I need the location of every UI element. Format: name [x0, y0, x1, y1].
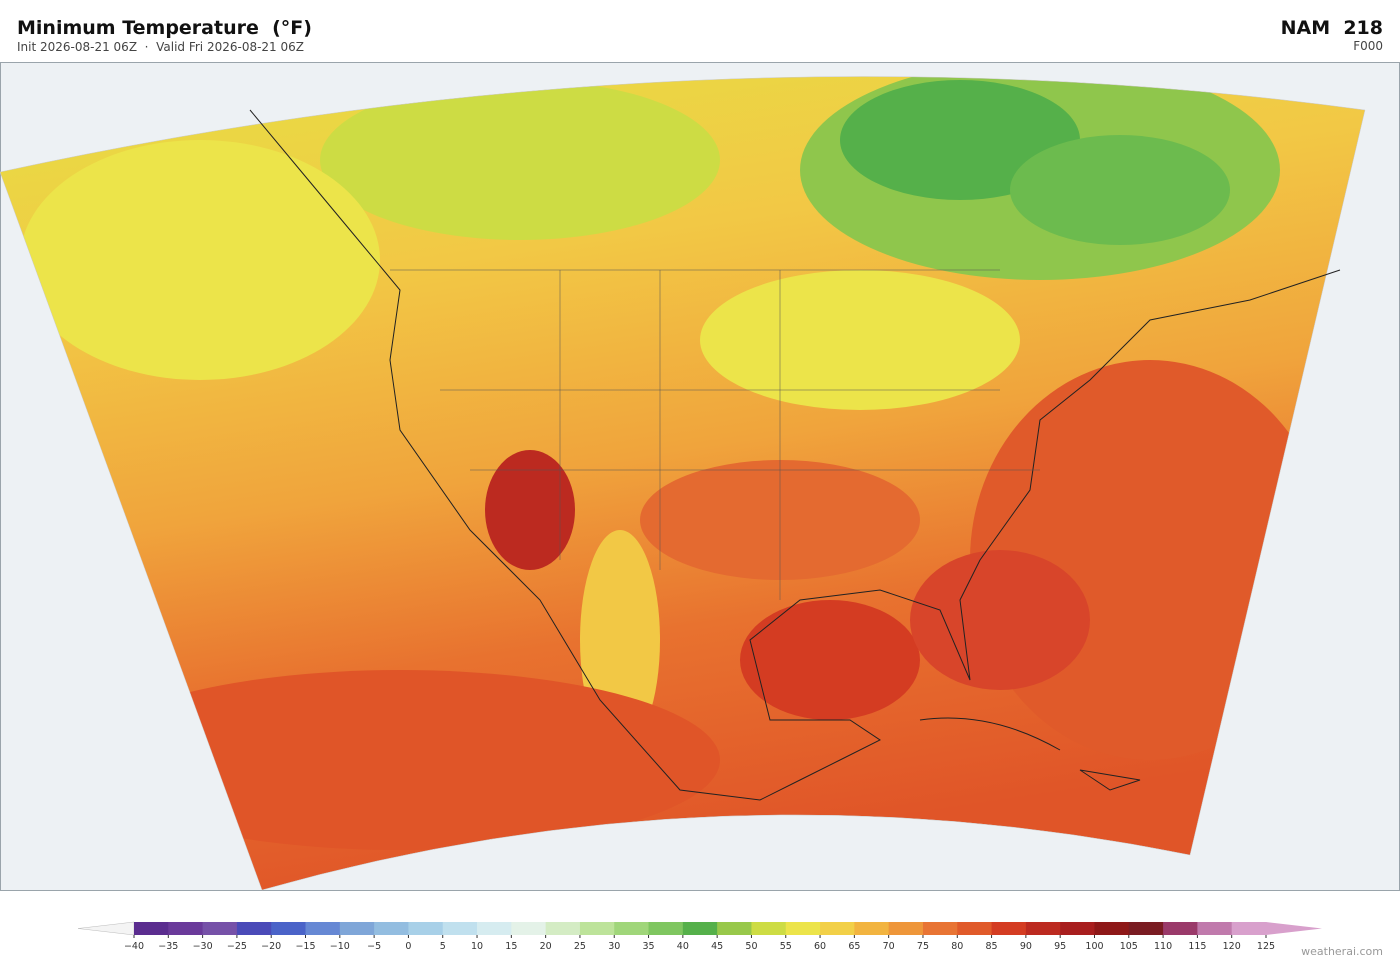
colorbar-tick-label: −10: [330, 941, 350, 952]
colorbar-segment: [134, 922, 169, 935]
colorbar-tick-label: 5: [440, 941, 446, 952]
colorbar: −40 −35 −30 −25 −20 −15 −10 −5 0 5 10 15 20 25 30 35 40 4…: [77, 921, 1322, 952]
colorbar-segment: [339, 922, 375, 935]
colorbar-segment: [511, 922, 547, 935]
colorbar-tick-label: 75: [917, 941, 929, 952]
colorbar-over: [1266, 922, 1322, 935]
colorbar-segment: [408, 922, 444, 935]
colorbar-tick-label: −20: [261, 941, 281, 952]
colorbar-tick-label: 60: [814, 941, 826, 952]
colorbar-segment: [477, 922, 512, 935]
colorbar-segment: [202, 922, 238, 935]
colorbar-tick-label: 100: [1085, 941, 1103, 952]
colorbar-under: [77, 921, 135, 936]
colorbar-tick-label: 0: [405, 941, 411, 952]
colorbar-tick-label: 80: [951, 941, 963, 952]
colorbar-tick-label: 85: [986, 941, 998, 952]
colorbar-tick-label: 25: [574, 941, 586, 952]
colorbar-segment: [991, 922, 1027, 935]
colorbar-tick-label: 40: [677, 941, 689, 952]
subtitle: Init 2026-08-21 06Z · Valid Fri 2026-08-…: [17, 40, 304, 54]
colorbar-segment: [305, 922, 341, 935]
colorbar-tick-label: 30: [608, 941, 620, 952]
colorbar-tick-label: 65: [848, 941, 860, 952]
colorbar-segment: [614, 922, 650, 935]
colorbar-segment: [888, 922, 924, 935]
colorbar-tick-label: −25: [227, 941, 247, 952]
colorbar-segment: [717, 922, 752, 935]
colorbar-segment: [1197, 922, 1233, 935]
colorbar-segment: [751, 922, 787, 935]
colorbar-tick-label: 110: [1154, 941, 1172, 952]
colorbar-tick-label: 90: [1020, 941, 1032, 952]
colorbar-segment: [168, 922, 204, 935]
colorbar-tick-label: 10: [471, 941, 483, 952]
colorbar-tick-label: 45: [711, 941, 723, 952]
colorbar-tick-label: 15: [505, 941, 517, 952]
temperature-field: [0, 76, 1365, 890]
title: Minimum Temperature (°F): [17, 17, 312, 39]
colorbar-tick-label: 115: [1188, 941, 1206, 952]
colorbar-segment: [682, 922, 718, 935]
colorbar-segment: [820, 922, 855, 935]
colorbar-segment: [442, 922, 478, 935]
watermark: weatherai.com: [1301, 945, 1383, 958]
colorbar-segment: [1163, 922, 1198, 935]
colorbar-segment: [1060, 922, 1095, 935]
colorbar-tick-label: 120: [1223, 941, 1241, 952]
colorbar-tick-label: −35: [158, 941, 178, 952]
map: [0, 62, 1400, 891]
colorbar-segment: [271, 922, 307, 935]
colorbar-tick-label: 70: [883, 941, 895, 952]
colorbar-tick-label: 105: [1120, 941, 1138, 952]
colorbar-segment: [1094, 922, 1130, 935]
colorbar-tick-label: 20: [540, 941, 552, 952]
colorbar-segment: [579, 922, 615, 935]
colorbar-segment: [957, 922, 993, 935]
colorbar-tick-label: −15: [295, 941, 315, 952]
colorbar-tick-label: 95: [1054, 941, 1066, 952]
colorbar-tick-label: −30: [193, 941, 213, 952]
colorbar-segment: [1025, 922, 1061, 935]
colorbar-tick-label: 125: [1257, 941, 1275, 952]
colorbar-segment: [374, 922, 409, 935]
colorbar-tick-label: −40: [124, 941, 144, 952]
colorbar-segment: [1128, 922, 1164, 935]
colorbar-segment: [236, 922, 272, 935]
colorbar-tick-label: −5: [367, 941, 381, 952]
forecast-hour: F000: [1353, 39, 1383, 53]
colorbar-tick-label: 50: [745, 941, 757, 952]
colorbar-segment: [545, 922, 581, 935]
colorbar-segment: [785, 922, 821, 935]
colorbar-segment: [1231, 922, 1267, 935]
colorbar-tick-label: 35: [642, 941, 654, 952]
colorbar-segment: [922, 922, 958, 935]
colorbar-tick-label: 55: [780, 941, 792, 952]
model-name: NAM 218: [1281, 17, 1383, 39]
colorbar-segment: [648, 922, 684, 935]
colorbar-segment: [854, 922, 890, 935]
